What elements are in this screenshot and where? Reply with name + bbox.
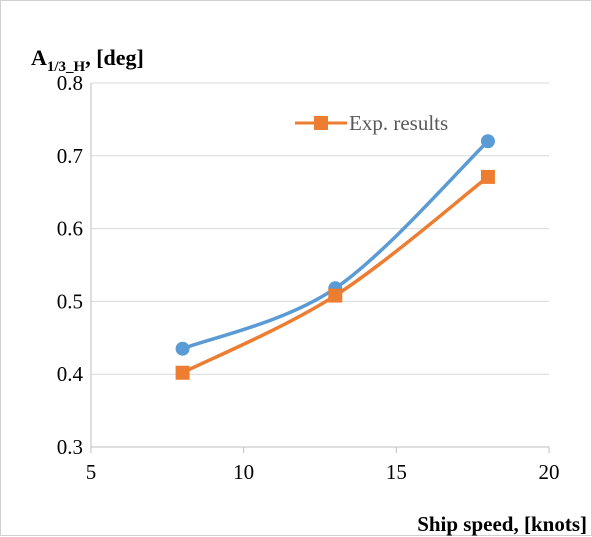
axes bbox=[90, 83, 550, 453]
x-axis-label: Ship speed, [knots] bbox=[417, 512, 587, 536]
y-tick-label: 0.6 bbox=[57, 217, 83, 241]
x-tick-label: 15 bbox=[386, 460, 407, 484]
series-line bbox=[181, 139, 490, 351]
x-tick-label: 20 bbox=[539, 460, 560, 484]
y-tick-label: 0.7 bbox=[57, 144, 83, 168]
legend-square-marker bbox=[314, 116, 328, 130]
y-tick-label: 0.3 bbox=[57, 435, 83, 459]
series-line bbox=[181, 175, 490, 375]
series-group bbox=[175, 134, 495, 380]
x-tick-label: 5 bbox=[86, 460, 97, 484]
data-point-circle bbox=[480, 134, 495, 149]
legend-label: Exp. results bbox=[349, 111, 448, 135]
legend: Exp. results bbox=[295, 111, 448, 135]
y-axis-label: A1/3_H, [deg] bbox=[31, 45, 144, 75]
x-tick-labels: 5 10 15 20 bbox=[86, 460, 560, 484]
y-tick-label: 0.5 bbox=[57, 289, 83, 313]
series-0 bbox=[175, 134, 495, 356]
y-tick-label: 0.8 bbox=[57, 71, 83, 95]
y-tick-label: 0.4 bbox=[57, 362, 84, 386]
data-point-square bbox=[175, 365, 190, 380]
y-tick-labels: 0.3 0.4 0.5 0.6 0.7 0.8 bbox=[57, 71, 84, 459]
data-point-circle bbox=[175, 341, 190, 356]
data-point-square bbox=[328, 288, 343, 303]
series-1 bbox=[175, 169, 495, 380]
data-point-square bbox=[480, 169, 495, 184]
x-tick-label: 10 bbox=[233, 460, 254, 484]
